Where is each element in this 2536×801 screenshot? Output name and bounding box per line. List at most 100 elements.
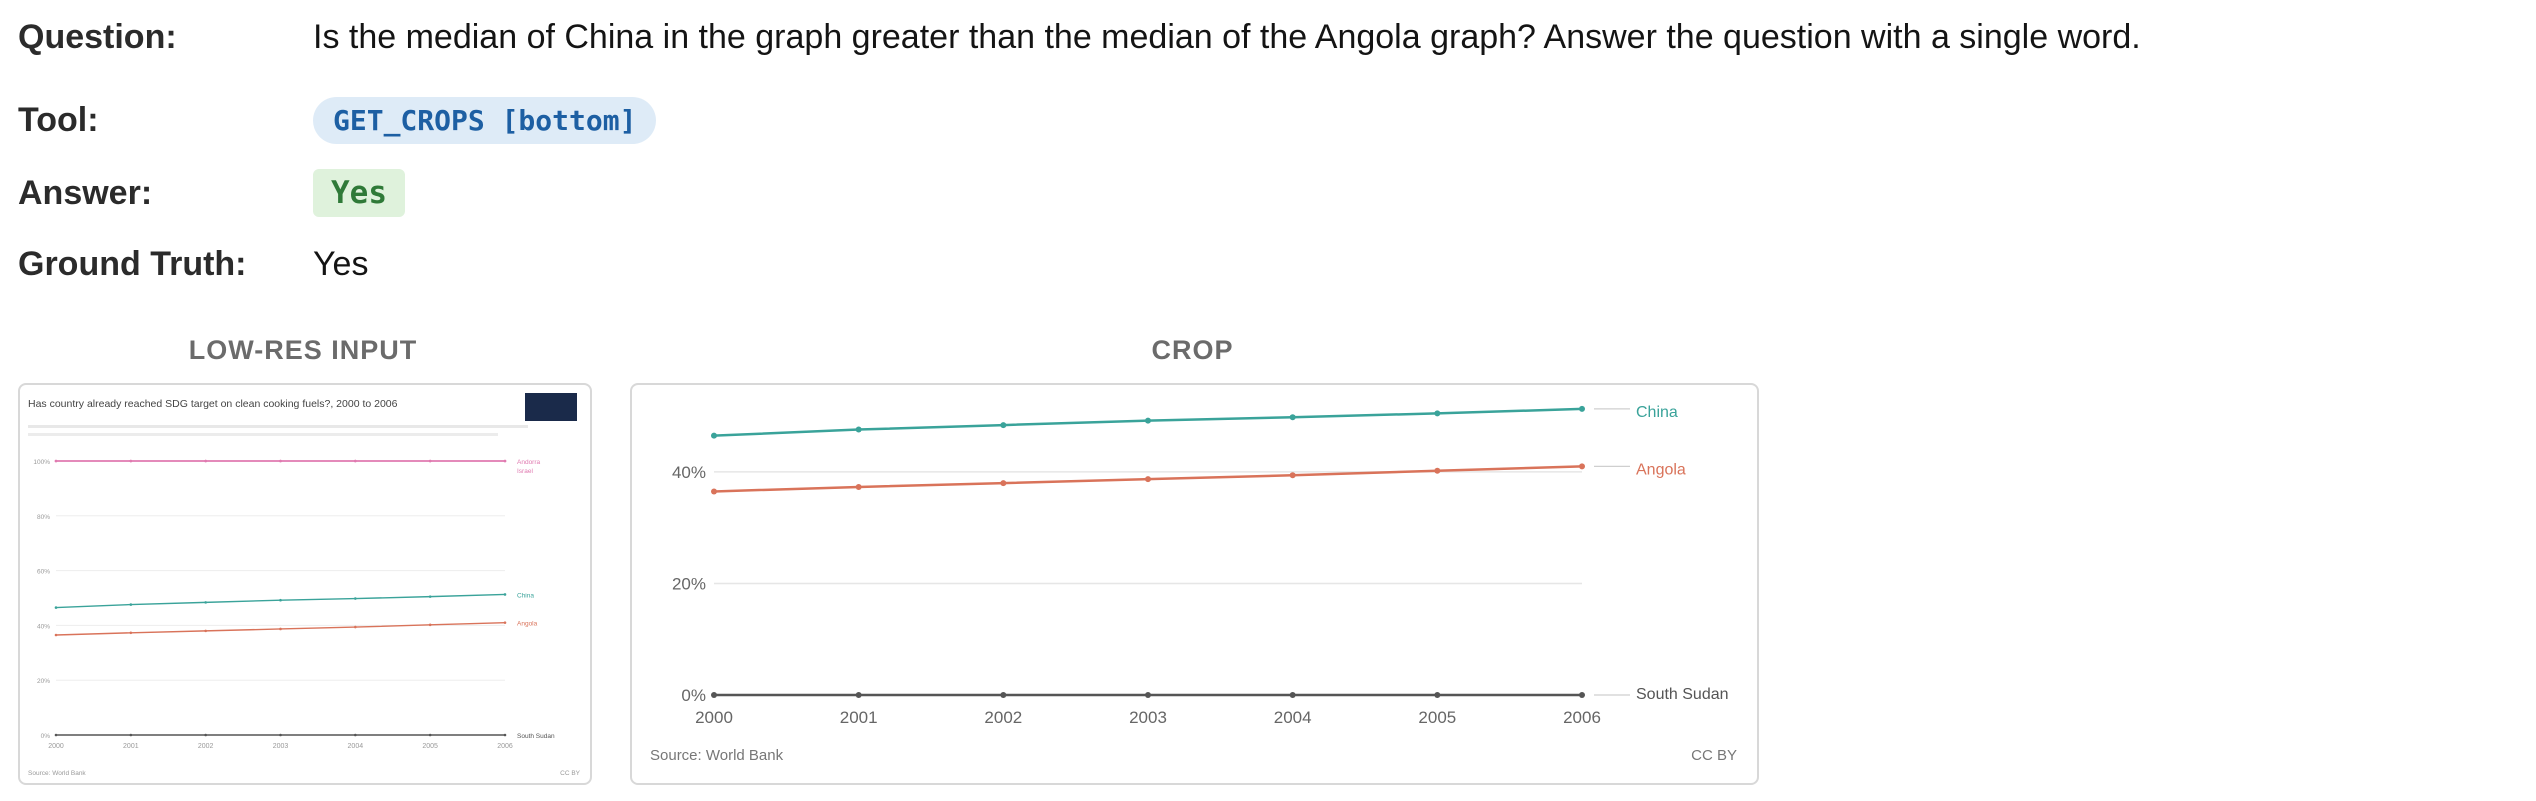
x-tick-label: 2002 — [984, 708, 1022, 727]
data-point-china — [1145, 417, 1151, 424]
tool-label: Tool: — [18, 101, 99, 139]
series-label-south-sudan: South Sudan — [517, 733, 555, 740]
data-point-israel — [129, 459, 133, 463]
x-tick-label: 2005 — [1418, 708, 1456, 727]
tool-row: Tool: GET_CROPS [bottom] — [18, 97, 657, 144]
data-point-south-sudan — [354, 733, 357, 737]
x-tick-label: 2002 — [198, 743, 214, 750]
data-point-china — [428, 595, 432, 598]
question-row: Question: Is the median of China in the … — [18, 18, 2141, 57]
data-point-china — [711, 432, 717, 439]
data-point-angola — [354, 625, 357, 629]
crop-chart: 0% 20% 40% 2000 2001 2002 2003 2004 2005 2006 Chin… — [650, 404, 1737, 764]
x-tick-label: 2005 — [422, 743, 438, 750]
data-point-angola — [129, 631, 133, 635]
logo-badge — [525, 393, 577, 421]
x-tick-label: 2000 — [695, 708, 733, 727]
data-point-china — [54, 606, 58, 609]
data-point-china — [1000, 422, 1007, 429]
data-point-south-sudan — [1289, 692, 1296, 698]
y-tick-label: 60% — [37, 569, 50, 576]
question-text: Is the median of China in the graph grea… — [313, 18, 2141, 56]
data-point-china — [503, 593, 507, 596]
data-point-china — [1434, 410, 1441, 417]
lowres-panel-title: LOW-RES INPUT — [188, 335, 418, 365]
data-point-israel — [503, 459, 507, 463]
data-point-israel — [204, 459, 207, 463]
x-tick-label: 2001 — [840, 708, 878, 727]
data-point-south-sudan — [503, 733, 507, 737]
data-point-south-sudan — [54, 733, 58, 737]
data-point-israel — [54, 459, 58, 463]
y-tick-label: 20% — [37, 678, 50, 685]
data-point-angola — [503, 621, 507, 624]
x-tick-label: 2004 — [1274, 708, 1312, 727]
ground-truth-row: Ground Truth: Yes — [18, 245, 368, 284]
data-point-south-sudan — [428, 733, 432, 737]
data-point-angola — [428, 623, 432, 627]
data-point-china — [855, 426, 862, 433]
x-tick-label: 2006 — [1563, 708, 1601, 727]
data-point-israel — [279, 459, 282, 463]
lowres-chart: Has country already reached SDG target o… — [28, 393, 581, 777]
question-label: Question: — [18, 18, 177, 56]
data-point-south-sudan — [204, 733, 207, 737]
ground-truth-value: Yes — [313, 245, 369, 283]
y-tick-label: 100% — [33, 459, 50, 466]
y-tick-label: 40% — [37, 623, 50, 630]
x-tick-label: 2003 — [1129, 708, 1167, 727]
crop-panel: 0% 20% 40% 2000 2001 2002 2003 2004 2005 2006 Chin… — [630, 383, 1759, 785]
data-point-china — [354, 597, 357, 600]
y-tick-label: 0% — [41, 733, 51, 740]
answer-label: Answer: — [18, 173, 153, 212]
data-point-angola — [855, 483, 862, 490]
license-note: CC BY — [1691, 747, 1737, 764]
lowres-panel: Has country already reached SDG target o… — [18, 383, 592, 785]
data-point-south-sudan — [1000, 692, 1007, 698]
series-label-angola: Angola — [1636, 461, 1686, 478]
data-point-south-sudan — [1145, 692, 1151, 698]
source-note: Source: World Bank — [28, 770, 86, 777]
data-point-south-sudan — [279, 733, 282, 737]
chart-title: Has country already reached SDG target o… — [28, 398, 398, 410]
y-tick-label: 40% — [672, 463, 706, 482]
data-point-china — [204, 601, 207, 604]
data-point-south-sudan — [711, 692, 717, 698]
series-label-israel: Israel — [517, 468, 533, 475]
y-tick-label: 0% — [681, 686, 706, 705]
data-point-south-sudan — [129, 733, 133, 737]
data-point-angola — [1434, 467, 1441, 474]
series-label-angola: Angola — [517, 621, 538, 628]
subtitle-placeholder — [28, 433, 498, 436]
data-point-south-sudan — [1434, 692, 1441, 698]
answer-row: Answer: Yes — [18, 169, 405, 217]
series-label-china: China — [1636, 404, 1678, 421]
data-point-china — [279, 598, 282, 602]
data-point-angola — [1289, 472, 1296, 479]
data-point-israel — [354, 459, 357, 463]
x-tick-label: 2004 — [348, 743, 364, 750]
license-note: CC BY — [560, 770, 581, 777]
crop-panel-title: CROP — [1151, 335, 1234, 365]
data-point-angola — [1000, 480, 1007, 487]
series-label-south-sudan: South Sudan — [1636, 686, 1729, 703]
data-point-angola — [711, 488, 717, 495]
x-tick-label: 2000 — [48, 743, 64, 750]
y-tick-label: 20% — [672, 574, 706, 593]
x-tick-label: 2006 — [497, 743, 513, 750]
ground-truth-label: Ground Truth: — [18, 245, 247, 283]
y-tick-label: 80% — [37, 514, 50, 521]
x-tick-label: 2001 — [123, 743, 139, 750]
x-tick-label: 2003 — [273, 743, 289, 750]
tool-pill: GET_CROPS [bottom] — [313, 97, 657, 144]
data-point-china — [129, 603, 133, 606]
data-point-angola — [1145, 476, 1151, 483]
data-point-angola — [279, 627, 282, 631]
series-label-china: China — [517, 592, 534, 599]
data-point-angola — [1579, 463, 1585, 470]
data-point-angola — [204, 629, 207, 633]
series-label-andorra: Andorra — [517, 459, 541, 466]
answer-pill: Yes — [313, 169, 405, 217]
subtitle-placeholder — [28, 425, 528, 428]
data-point-china — [1289, 414, 1296, 421]
